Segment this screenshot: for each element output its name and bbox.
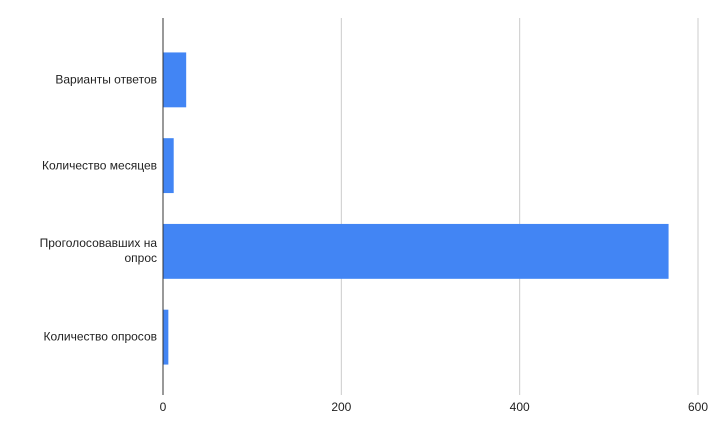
bar [163,309,169,365]
y-tick-label: Варианты ответов [55,72,157,87]
y-tick-label: Проголосовавших на опрос [39,236,157,266]
y-tick-label: Количество месяцев [42,158,157,173]
y-tick-label: Количество опросов [43,329,157,344]
bar [163,52,187,108]
x-tick-label: 400 [510,400,530,414]
bar [163,138,174,194]
x-tick-label: 0 [160,400,167,414]
bar [163,223,669,279]
x-tick-label: 600 [688,400,708,414]
x-tick-label: 200 [331,400,351,414]
